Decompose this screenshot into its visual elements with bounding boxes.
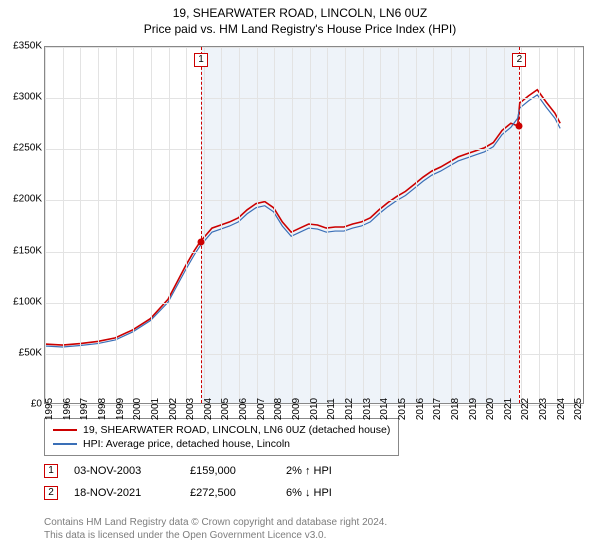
series-red-line bbox=[45, 90, 560, 345]
x-axis-tick: 1995 bbox=[44, 398, 55, 420]
x-axis-tick: 2007 bbox=[256, 398, 267, 420]
x-axis-tick: 2022 bbox=[520, 398, 531, 420]
legend-swatch bbox=[53, 443, 77, 445]
sale-price: £159,000 bbox=[190, 465, 270, 477]
x-axis-tick: 2008 bbox=[273, 398, 284, 420]
legend-swatch bbox=[53, 429, 77, 431]
x-axis-tick: 2015 bbox=[397, 398, 408, 420]
x-axis-tick: 2023 bbox=[538, 398, 549, 420]
x-axis-tick: 2016 bbox=[415, 398, 426, 420]
footer-line2: This data is licensed under the Open Gov… bbox=[44, 529, 387, 542]
y-axis-tick: £0 bbox=[2, 399, 42, 410]
x-axis-tick: 2004 bbox=[203, 398, 214, 420]
footer-line1: Contains HM Land Registry data © Crown c… bbox=[44, 516, 387, 529]
x-axis-tick: 2009 bbox=[291, 398, 302, 420]
x-axis-tick: 2021 bbox=[503, 398, 514, 420]
x-axis-tick: 2014 bbox=[379, 398, 390, 420]
x-axis-tick: 2025 bbox=[573, 398, 584, 420]
x-axis-tick: 2019 bbox=[468, 398, 479, 420]
sale-marker-label: 2 bbox=[512, 53, 526, 67]
x-axis-tick: 2024 bbox=[556, 398, 567, 420]
chart-legend: 19, SHEARWATER ROAD, LINCOLN, LN6 0UZ (d… bbox=[44, 418, 399, 456]
sale-index-box: 2 bbox=[44, 486, 58, 500]
footer-attribution: Contains HM Land Registry data © Crown c… bbox=[44, 516, 387, 542]
x-axis-tick: 2020 bbox=[485, 398, 496, 420]
sale-date: 18-NOV-2021 bbox=[74, 487, 174, 499]
x-axis-tick: 2013 bbox=[362, 398, 373, 420]
x-axis-tick: 2006 bbox=[238, 398, 249, 420]
sale-hpi-delta: 2% ↑ HPI bbox=[286, 465, 366, 477]
y-axis-tick: £350K bbox=[2, 41, 42, 52]
chart-lines-svg bbox=[45, 47, 583, 403]
page-title-address: 19, SHEARWATER ROAD, LINCOLN, LN6 0UZ bbox=[0, 6, 600, 20]
x-axis-tick: 1998 bbox=[97, 398, 108, 420]
sale-hpi-delta: 6% ↓ HPI bbox=[286, 487, 366, 499]
sale-price: £272,500 bbox=[190, 487, 270, 499]
sales-table: 1 03-NOV-2003 £159,000 2% ↑ HPI 2 18-NOV-2021… bbox=[44, 460, 366, 504]
sale-marker-line bbox=[519, 47, 520, 403]
x-axis-tick: 2017 bbox=[432, 398, 443, 420]
sale-index-box: 1 bbox=[44, 464, 58, 478]
sale-row: 2 18-NOV-2021 £272,500 6% ↓ HPI bbox=[44, 482, 366, 504]
x-axis-tick: 1999 bbox=[115, 398, 126, 420]
legend-item: 19, SHEARWATER ROAD, LINCOLN, LN6 0UZ (d… bbox=[53, 423, 390, 437]
sale-marker-dot bbox=[198, 239, 205, 246]
x-axis-tick: 2010 bbox=[309, 398, 320, 420]
x-axis-tick: 2002 bbox=[168, 398, 179, 420]
x-axis-tick: 1997 bbox=[79, 398, 90, 420]
y-axis-tick: £200K bbox=[2, 194, 42, 205]
x-axis-tick: 2005 bbox=[220, 398, 231, 420]
sale-row: 1 03-NOV-2003 £159,000 2% ↑ HPI bbox=[44, 460, 366, 482]
series-blue-line bbox=[45, 95, 560, 347]
page-title-sub: Price paid vs. HM Land Registry's House … bbox=[0, 22, 600, 36]
sale-marker-dot bbox=[516, 123, 523, 130]
x-axis-tick: 2000 bbox=[132, 398, 143, 420]
legend-label: 19, SHEARWATER ROAD, LINCOLN, LN6 0UZ (d… bbox=[83, 424, 390, 436]
sale-marker-line bbox=[201, 47, 202, 403]
sale-date: 03-NOV-2003 bbox=[74, 465, 174, 477]
legend-label: HPI: Average price, detached house, Linc… bbox=[83, 438, 290, 450]
x-axis-tick: 2011 bbox=[326, 398, 337, 420]
x-axis-tick: 2012 bbox=[344, 398, 355, 420]
sale-marker-label: 1 bbox=[194, 53, 208, 67]
x-axis-tick: 2018 bbox=[450, 398, 461, 420]
y-axis-tick: £100K bbox=[2, 296, 42, 307]
price-chart: 12 bbox=[44, 46, 584, 404]
y-axis-tick: £50K bbox=[2, 347, 42, 358]
x-axis-tick: 2003 bbox=[185, 398, 196, 420]
y-axis-tick: £300K bbox=[2, 92, 42, 103]
legend-item: HPI: Average price, detached house, Linc… bbox=[53, 437, 390, 451]
y-axis-tick: £250K bbox=[2, 143, 42, 154]
x-axis-tick: 2001 bbox=[150, 398, 161, 420]
y-axis-tick: £150K bbox=[2, 245, 42, 256]
x-axis-tick: 1996 bbox=[62, 398, 73, 420]
